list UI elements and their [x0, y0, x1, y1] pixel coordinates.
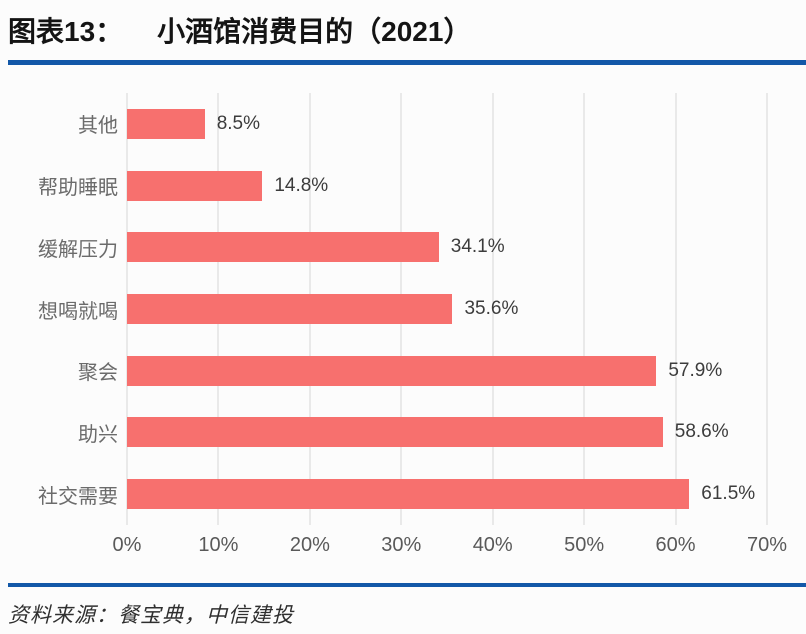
bar-row: 帮助睡眠 14.8%: [38, 155, 767, 217]
category-label: 帮助睡眠: [38, 177, 118, 200]
bar: [127, 170, 263, 201]
value-label: 14.8%: [274, 174, 329, 196]
bar-row: 想喝就喝 35.6%: [38, 278, 767, 340]
x-tick-label: 10%: [198, 534, 239, 556]
x-tick-label: 60%: [655, 534, 696, 556]
bar: [127, 355, 657, 386]
x-tick-label: 70%: [746, 534, 788, 556]
x-axis-ticks: 0% 10% 20% 30% 40% 50% 60% 70%: [113, 525, 787, 559]
bar-row: 其他 8.5%: [78, 93, 767, 155]
category-label: 想喝就喝: [38, 300, 118, 323]
figure-title: 小酒馆消费目的（2021）: [157, 16, 472, 47]
bottom-rule: [8, 583, 806, 587]
value-label: 35.6%: [464, 298, 519, 320]
x-tick-label: 20%: [289, 534, 330, 556]
x-tick-label: 0%: [112, 534, 142, 556]
bar-rows: 其他 8.5% 帮助睡眠 14.8% 缓解压力 34.1% 想喝就喝 35.6% 聚会 57.9%…: [38, 93, 767, 525]
bar-row: 助兴 58.6%: [78, 402, 767, 464]
x-tick-label: 50%: [564, 534, 605, 556]
value-label: 58.6%: [674, 421, 729, 443]
gridline: [766, 93, 768, 525]
gridline: [583, 93, 585, 525]
value-label: 8.5%: [216, 112, 261, 134]
bar: [127, 417, 663, 448]
gridline: [675, 93, 677, 525]
bar-row: 社交需要 61.5%: [38, 463, 767, 525]
top-rule: [8, 60, 806, 65]
bar-row: 聚会 57.9%: [78, 340, 767, 402]
value-label: 34.1%: [450, 236, 505, 258]
category-label: 助兴: [78, 423, 118, 446]
category-label: 其他: [78, 115, 118, 138]
x-tick-label: 30%: [381, 534, 422, 556]
category-label: 社交需要: [38, 485, 118, 508]
page-title: 图表13： 小酒馆消费目的（2021）: [8, 12, 806, 52]
value-label: 57.9%: [668, 359, 723, 381]
bar-chart: 其他 8.5% 帮助睡眠 14.8% 缓解压力 34.1% 想喝就喝 35.6% 聚会 57.9%…: [0, 93, 806, 559]
category-label: 缓解压力: [38, 238, 118, 261]
bar: [127, 232, 439, 263]
category-label: 聚会: [78, 362, 118, 385]
source-note: 资料来源：餐宝典，中信建投: [8, 603, 294, 627]
bar: [127, 294, 453, 325]
bar-row: 缓解压力 34.1%: [38, 216, 767, 278]
bar: [127, 108, 205, 139]
chart-header: 图表13： 小酒馆消费目的（2021）: [0, 0, 806, 52]
x-tick-label: 40%: [472, 534, 513, 556]
figure-number: 图表13：: [8, 16, 124, 47]
value-label: 61.5%: [701, 483, 756, 505]
bar: [127, 479, 690, 510]
gridline: [492, 93, 494, 525]
